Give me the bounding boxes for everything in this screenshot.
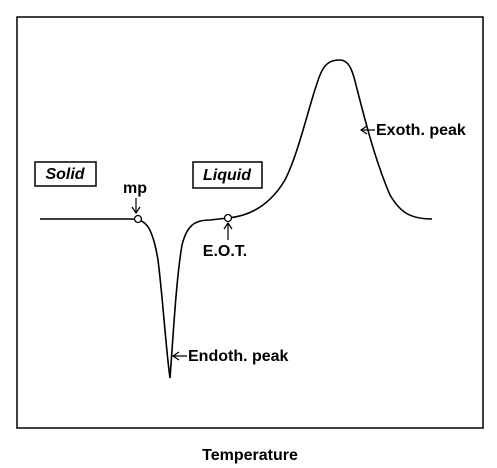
eot-marker: [223, 213, 233, 223]
solid-label: Solid: [45, 166, 85, 183]
solid-box: [34, 161, 97, 187]
liquid-label: Liquid: [203, 167, 252, 184]
exo-label: Exoth. peak: [376, 122, 466, 139]
eot-arrow: [223, 221, 233, 240]
mp-marker: [133, 214, 143, 224]
exo-arrow: [359, 125, 375, 135]
mp-arrow: [131, 198, 141, 215]
liquid-box: [192, 161, 263, 189]
endo-label: Endoth. peak: [188, 348, 289, 365]
dsc-curve: [40, 59, 433, 379]
x-axis-label: Temperature: [202, 447, 298, 464]
frame: [16, 16, 484, 429]
endo-arrow: [171, 351, 187, 361]
mp-label: mp: [123, 180, 147, 197]
eot-label: E.O.T.: [203, 243, 247, 260]
